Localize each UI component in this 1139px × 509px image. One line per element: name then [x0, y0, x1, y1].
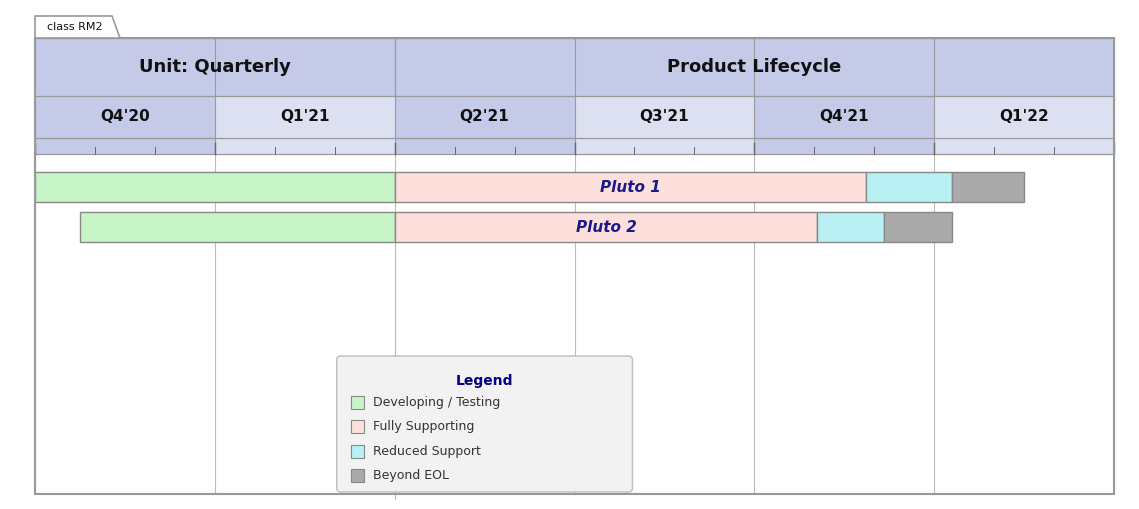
Bar — [395, 212, 818, 242]
Bar — [574, 138, 754, 154]
Bar — [80, 212, 395, 242]
Text: Unit: Quarterly: Unit: Quarterly — [139, 58, 290, 76]
Bar — [754, 96, 934, 138]
Bar — [35, 96, 215, 138]
Bar — [35, 38, 395, 96]
Text: Beyond EOL: Beyond EOL — [372, 469, 449, 482]
Bar — [934, 138, 1114, 154]
Text: Pluto 2: Pluto 2 — [575, 219, 637, 235]
Bar — [754, 138, 934, 154]
Bar — [818, 212, 884, 242]
Bar — [351, 445, 363, 458]
Text: Q2'21: Q2'21 — [460, 109, 509, 125]
Bar — [866, 172, 952, 202]
Text: class RM2: class RM2 — [47, 22, 103, 32]
Bar — [35, 38, 1114, 494]
Text: Legend: Legend — [456, 374, 514, 388]
Bar — [35, 172, 395, 202]
Bar — [351, 396, 363, 409]
Bar — [35, 138, 215, 154]
Bar — [215, 96, 395, 138]
Text: Reduced Support: Reduced Support — [372, 445, 481, 458]
Text: Fully Supporting: Fully Supporting — [372, 420, 474, 433]
Bar — [395, 96, 574, 138]
Text: Q3'21: Q3'21 — [640, 109, 689, 125]
Bar — [395, 138, 574, 154]
FancyBboxPatch shape — [337, 356, 632, 492]
Text: Q1'22: Q1'22 — [999, 109, 1049, 125]
Polygon shape — [35, 16, 120, 38]
Bar — [395, 172, 866, 202]
Bar — [884, 212, 952, 242]
Text: Q1'21: Q1'21 — [280, 109, 329, 125]
Bar — [351, 469, 363, 482]
Bar — [395, 38, 1114, 96]
Text: Pluto 1: Pluto 1 — [600, 180, 661, 194]
Bar — [952, 172, 1024, 202]
Text: Product Lifecycle: Product Lifecycle — [667, 58, 842, 76]
Bar — [574, 96, 754, 138]
Bar — [215, 138, 395, 154]
Text: Q4'20: Q4'20 — [100, 109, 150, 125]
Text: Q4'21: Q4'21 — [819, 109, 869, 125]
Text: Developing / Testing: Developing / Testing — [372, 396, 500, 409]
Bar — [934, 96, 1114, 138]
Bar — [351, 420, 363, 433]
